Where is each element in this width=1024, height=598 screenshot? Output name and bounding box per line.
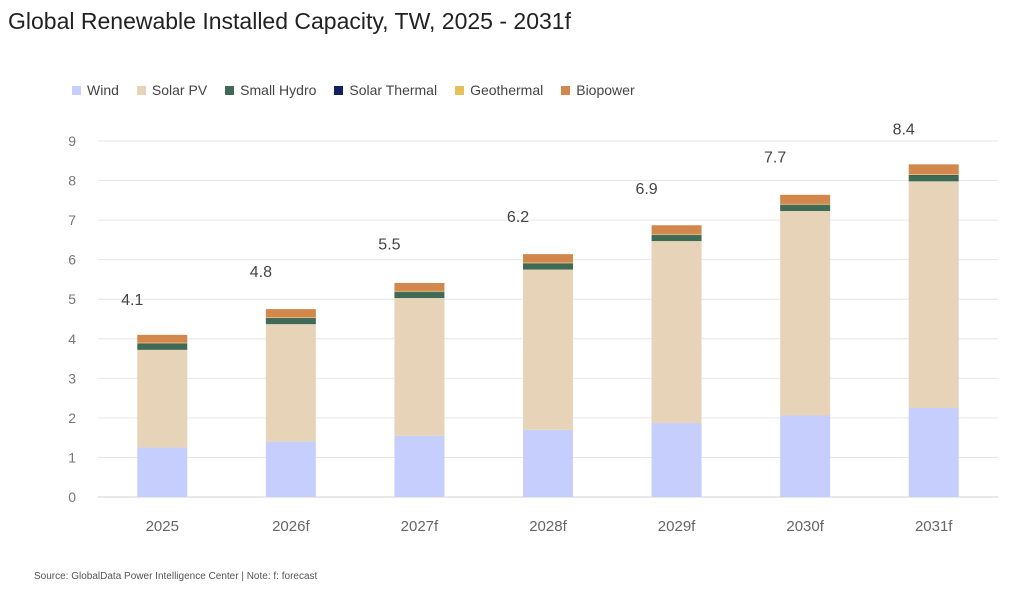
legend-label: Geothermal [470,82,544,98]
legend-label: Biopower [576,82,635,98]
legend-item-wind: Wind [72,82,119,98]
chart-title: Global Renewable Installed Capacity, TW,… [8,8,571,34]
x-tick-label: 2025 [146,518,179,535]
y-tick-label: 8 [68,173,76,189]
bar-chart: 0 1 2 3 4 5 6 7 8 9 4.1 2025 4.8 2026f 5.5 2027f 6.2 2028… [68,122,998,535]
legend-item-small-hydro: Small Hydro [225,82,316,98]
x-tick-label: 2029f [658,518,696,535]
bar-total-label: 6.9 [635,181,657,198]
bar-segment-geothermal [523,262,573,264]
bar-segment-wind [137,447,188,497]
legend-label: Wind [87,82,119,98]
y-tick-label: 1 [68,449,76,465]
y-tick-label: 7 [68,212,76,228]
bar-segment-small-hydro [137,343,188,350]
y-tick-label: 6 [68,252,76,268]
bar-segment-solar-pv [908,181,959,408]
bar-segment-small-hydro [265,318,316,325]
bar-segment-small-hydro [651,235,702,242]
bar-segment-geothermal [265,317,316,318]
legend-item-geothermal: Geothermal [455,82,543,98]
x-tick-label: 2028f [529,518,567,535]
legend-label: Solar Thermal [349,82,438,98]
bar-total-label: 7.7 [764,149,786,166]
bar-segment-wind [908,408,959,497]
y-tick-label: 3 [68,370,76,386]
bar-segment-small-hydro [908,175,959,182]
chart-legend: Wind Solar PV Small Hydro Solar Thermal Geot… [72,82,635,98]
legend-label: Solar PV [151,82,208,98]
bar-segment-biopower [651,225,702,234]
bar-segment-solar-pv [394,298,445,436]
bar-segment-geothermal [651,233,702,235]
legend-item-biopower: Biopower [561,82,635,98]
y-tick-label: 5 [68,291,76,307]
bar-segment-solar-pv [265,324,316,442]
bar-segment-wind [265,441,316,497]
y-tick-label: 4 [68,331,76,347]
legend-swatch [561,85,571,95]
x-tick-label: 2031f [915,518,953,535]
x-tick-label: 2026f [272,518,310,535]
legend-swatch [72,85,81,95]
bar-segment-geothermal [137,342,188,344]
bar-segment-small-hydro [780,205,831,212]
bar-segment-solar-pv [651,241,702,424]
x-tick-label: 2027f [401,518,439,535]
bar-segment-wind [394,435,445,497]
legend-label: Small Hydro [240,82,317,98]
bar-total-label: 5.5 [378,236,400,253]
y-tick-label: 9 [68,133,76,149]
legend-item-solar-pv: Solar PV [136,82,208,98]
bar-segment-wind [780,415,831,497]
bar-total-label: 8.4 [893,122,915,139]
source-note: Source: GlobalData Power Intelligence Ce… [34,571,318,582]
legend-swatch [334,85,344,95]
bar-segment-wind [523,429,573,497]
legend-swatch [225,85,235,95]
bar-segment-biopower [523,254,573,263]
bar-segment-biopower [265,309,316,318]
bar-segment-solar-pv [137,349,188,448]
bar-segment-geothermal [394,290,445,292]
legend-swatch [136,85,146,95]
legend-swatch [455,85,465,95]
bar-segment-biopower [780,194,831,204]
bar-segment-geothermal [908,174,959,176]
y-tick-label: 0 [68,489,76,505]
bar-total-label: 6.2 [507,209,529,226]
bar-segment-biopower [908,164,959,175]
legend-item-solar-thermal: Solar Thermal [334,82,437,98]
bar-segment-small-hydro [394,292,445,299]
x-tick-label: 2030f [786,518,824,535]
bar-segment-biopower [394,283,445,291]
bar-total-label: 4.1 [121,292,143,309]
bar-segment-solar-pv [780,211,831,416]
y-tick-label: 2 [68,410,76,426]
bar-segment-solar-pv [523,269,573,430]
bar-total-label: 4.8 [250,264,272,281]
bar-segment-biopower [137,334,188,343]
bar-segment-geothermal [780,203,831,205]
bar-segment-wind [651,423,702,497]
bar-segment-small-hydro [523,263,573,270]
